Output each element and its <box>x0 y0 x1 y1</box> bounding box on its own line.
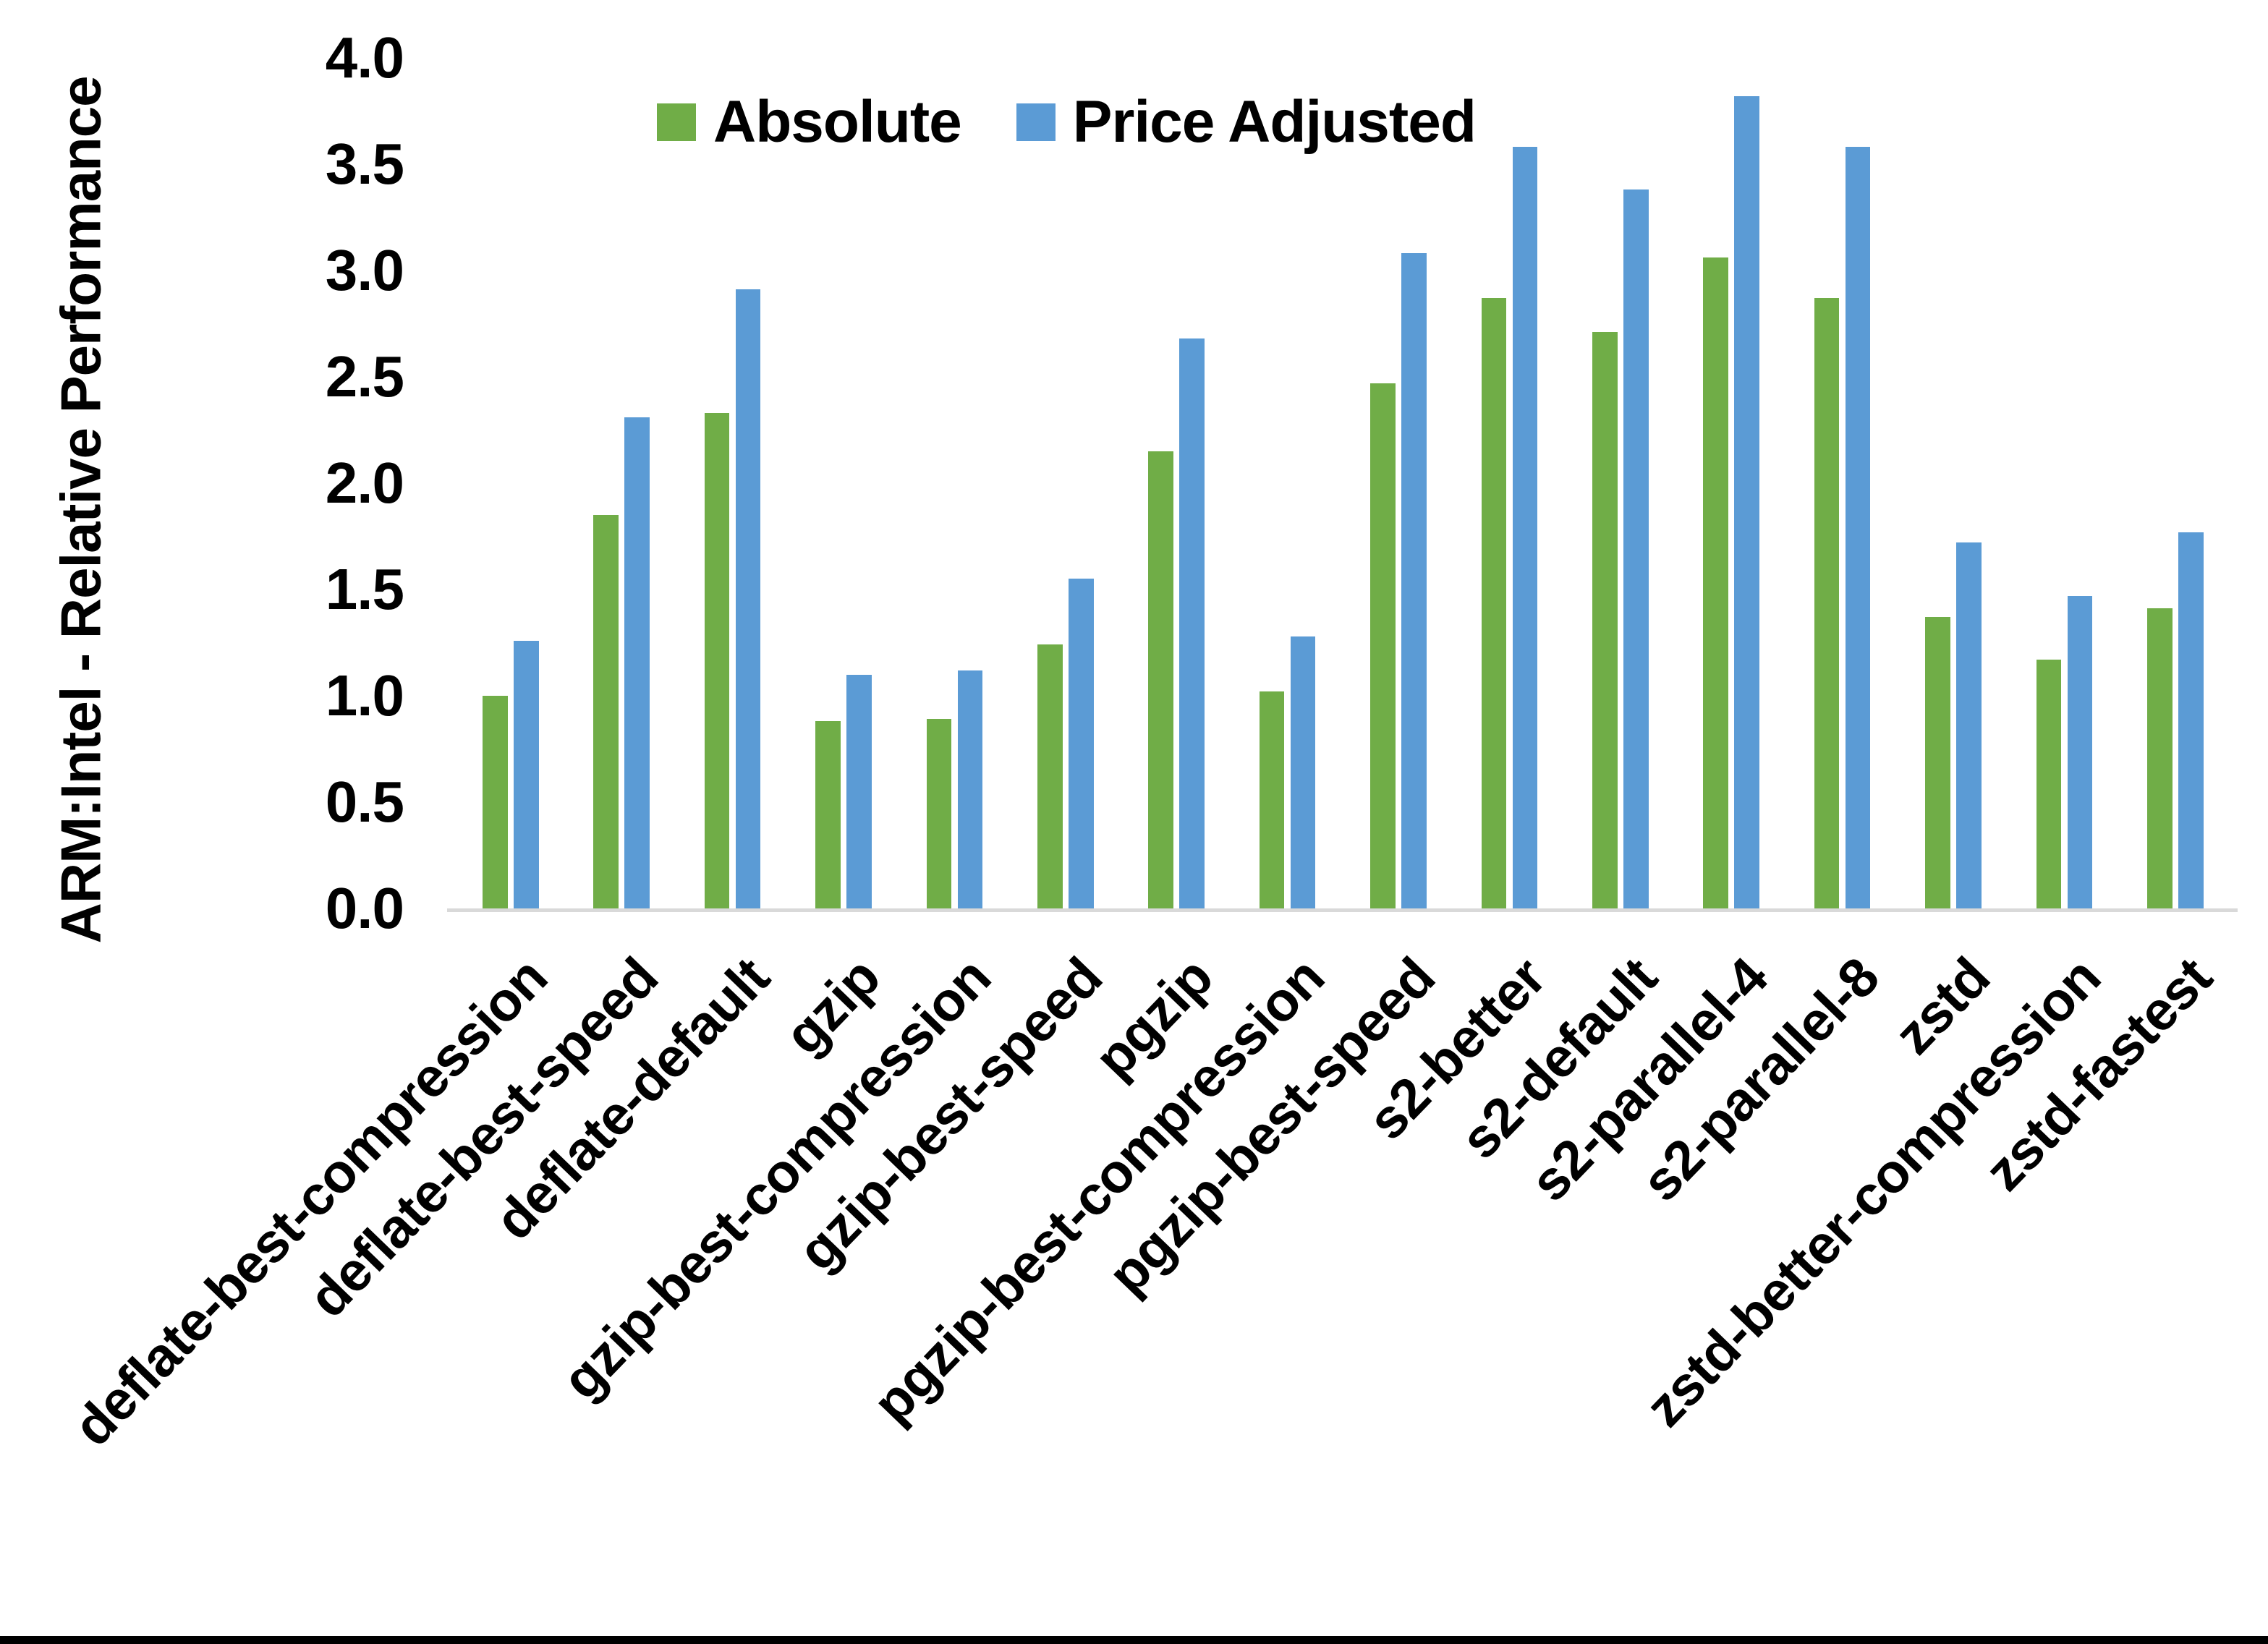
y-tick-label: 3.5 <box>325 132 404 196</box>
y-tick-label: 0.5 <box>325 770 404 834</box>
bar-price-adjusted <box>2067 595 2093 908</box>
bar-price-adjusted <box>1290 636 1316 908</box>
bar-price-adjusted <box>514 640 539 908</box>
bar-price-adjusted <box>2178 532 2204 908</box>
bar-absolute <box>593 515 619 908</box>
bar-absolute <box>704 412 730 908</box>
bar-absolute <box>1814 298 1840 908</box>
legend-item-absolute: Absolute <box>657 89 962 155</box>
bar-price-adjusted <box>957 670 983 908</box>
bar-absolute <box>1481 298 1507 908</box>
bar-absolute <box>926 719 952 908</box>
bar-price-adjusted <box>1512 147 1538 908</box>
bar-price-adjusted <box>1179 338 1205 908</box>
y-tick-label: 1.5 <box>325 557 404 621</box>
bar-absolute <box>815 721 841 908</box>
bar-absolute <box>2147 608 2173 908</box>
bar-price-adjusted <box>1069 579 1094 908</box>
bar-price-adjusted <box>624 417 650 908</box>
bar-absolute <box>1592 332 1618 908</box>
bar-absolute <box>1370 383 1396 908</box>
y-tick-label: 4.0 <box>325 25 404 90</box>
legend-item-price-adjusted: Price Adjusted <box>1016 89 1477 155</box>
legend-swatch-price-adjusted-icon <box>1016 103 1056 141</box>
legend-label-price-adjusted: Price Adjusted <box>1072 89 1477 155</box>
bar-absolute <box>1925 617 1950 908</box>
bar-absolute <box>1259 691 1285 908</box>
bar-price-adjusted <box>1734 95 1759 908</box>
y-tick-label: 2.0 <box>325 451 404 515</box>
y-tick-label: 2.5 <box>325 344 404 409</box>
bar-absolute <box>1148 451 1173 908</box>
x-axis-line <box>447 908 2238 912</box>
legend-label-absolute: Absolute <box>713 89 962 155</box>
bar-price-adjusted <box>1401 253 1427 908</box>
y-tick-label: 0.0 <box>325 876 404 940</box>
bar-absolute <box>2036 660 2062 908</box>
y-tick-label: 1.0 <box>325 663 404 728</box>
bar-price-adjusted <box>1623 189 1649 908</box>
y-tick-label: 3.0 <box>325 238 404 302</box>
bottom-black-bar <box>0 1636 2268 1644</box>
legend-swatch-absolute-icon <box>657 103 696 141</box>
bar-absolute <box>483 696 508 908</box>
bar-price-adjusted <box>846 674 872 908</box>
bar-price-adjusted <box>735 289 761 908</box>
bar-price-adjusted <box>1845 147 1871 908</box>
bar-absolute <box>1703 257 1728 908</box>
legend: Absolute Price Adjusted <box>657 89 1477 155</box>
bar-price-adjusted <box>1956 542 1982 908</box>
bar-absolute <box>1037 644 1063 908</box>
